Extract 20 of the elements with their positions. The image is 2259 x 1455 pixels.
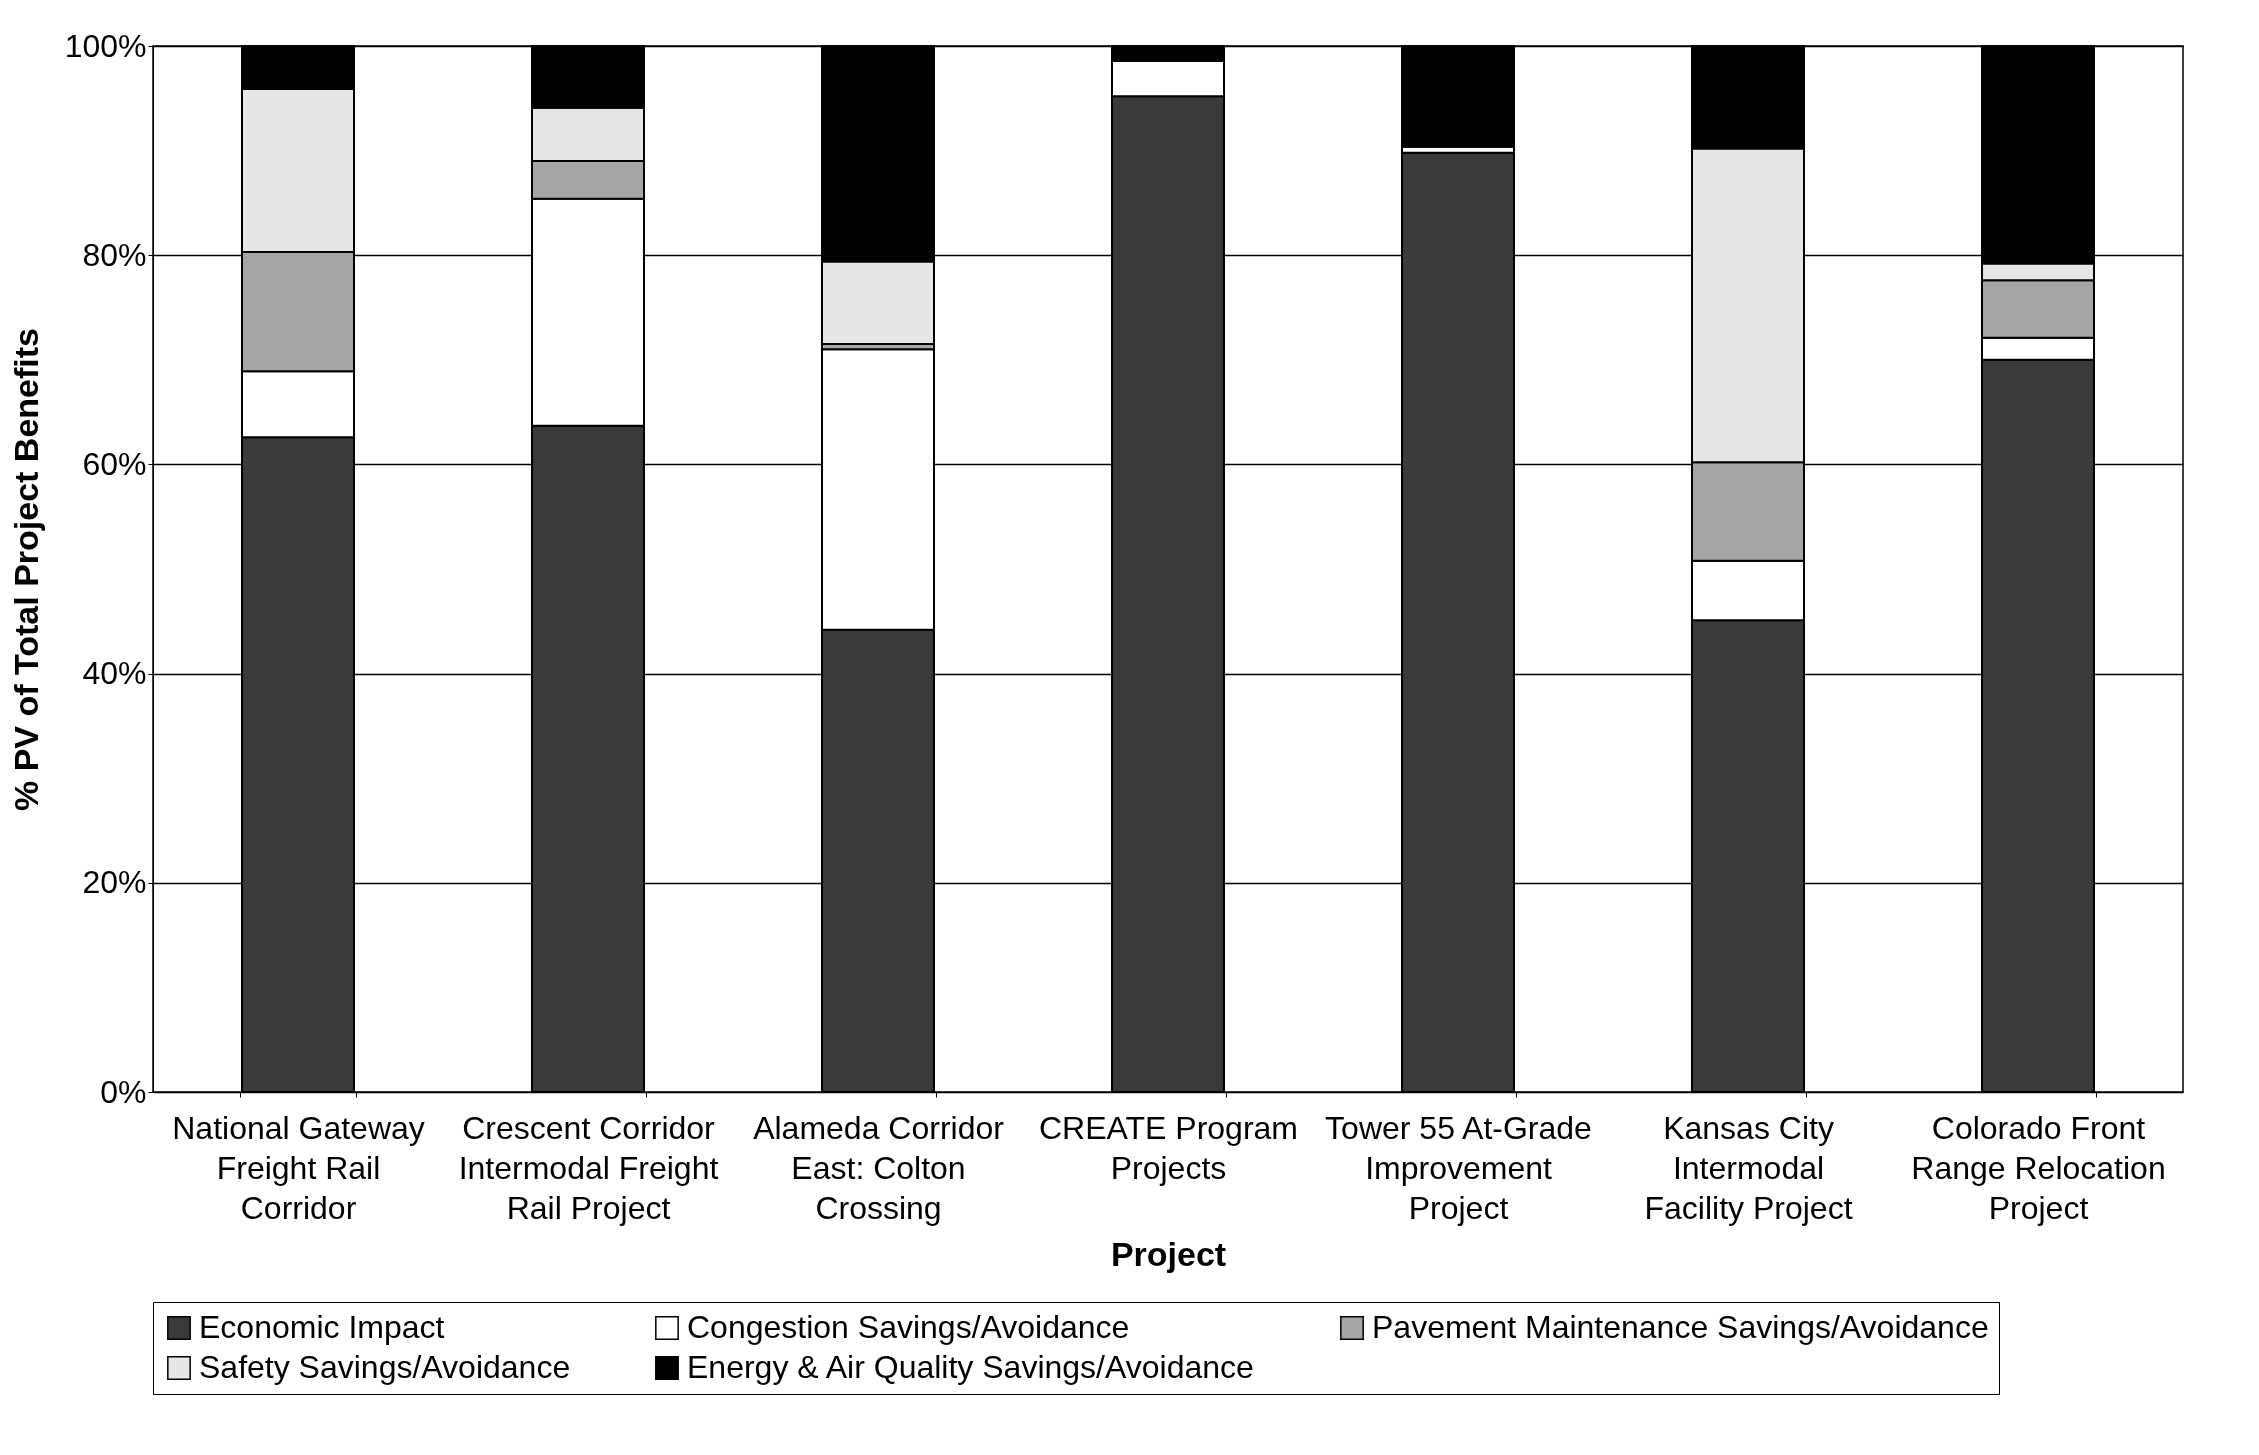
- x-axis-title: Project: [1110, 1234, 1227, 1273]
- legend-label: Energy & Air Quality Savings/Avoidance: [687, 1349, 1254, 1385]
- y-axis-title: % PV of Total Project Benefits: [6, 327, 45, 812]
- y-tick-label: 60%: [82, 445, 147, 482]
- x-tick-label: Crescent Corridor Intermodal Freight Rail Project: [458, 1109, 719, 1226]
- y-tick-label: 100%: [64, 27, 147, 64]
- legend-label: Economic Impact: [199, 1309, 445, 1345]
- x-tick-label: CREATE Program Projects: [1038, 1109, 1299, 1186]
- y-tick-label: 0%: [100, 1073, 147, 1110]
- y-tick-label: 80%: [82, 236, 147, 273]
- x-tick-label: Colorado Front Range Relocation Project: [1911, 1109, 2166, 1226]
- legend-label: Pavement Maintenance Savings/Avoidance: [1372, 1309, 1989, 1345]
- x-tick-label: Kansas City Intermodal Facility Project: [1644, 1109, 1853, 1226]
- x-tick-label: National Gateway Freight Rail Corridor: [172, 1109, 425, 1226]
- y-tick-label: 20%: [82, 864, 147, 901]
- legend-label: Safety Savings/Avoidance: [199, 1349, 571, 1385]
- y-tick-label: 40%: [82, 655, 147, 692]
- x-tick-label: Alameda Corridor East: Colton Crossing: [753, 1109, 1005, 1226]
- legend-label: Congestion Savings/Avoidance: [687, 1309, 1130, 1345]
- x-tick-label: Tower 55 At-Grade Improvement Project: [1325, 1109, 1592, 1226]
